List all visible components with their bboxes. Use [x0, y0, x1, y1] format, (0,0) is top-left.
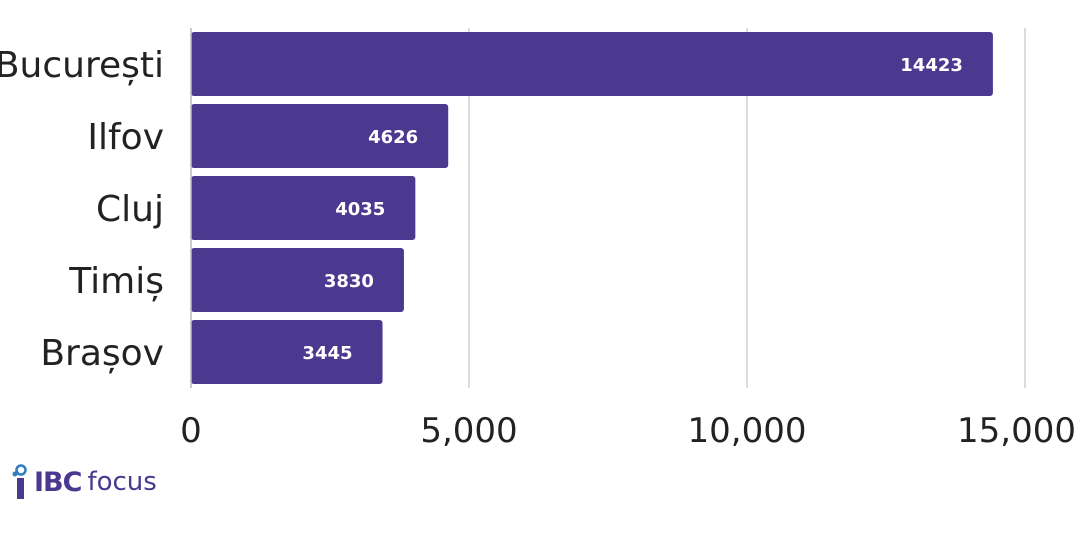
bar-1	[191, 104, 449, 168]
data-label-0: 14423	[900, 55, 963, 76]
bar-0	[191, 32, 993, 96]
data-label-3: 3830	[324, 271, 374, 292]
x-tick-label-1: 5,000	[420, 411, 517, 451]
bar-2	[191, 176, 416, 240]
category-label-1: Ilfov	[87, 117, 164, 158]
ibc-focus-logo: IBC focus	[8, 462, 157, 502]
x-tick-label-0: 0	[180, 411, 202, 451]
category-label-3: Timiș	[68, 261, 164, 302]
logo-brand-text: IBC	[34, 466, 82, 498]
ibc-focus-logo-icon	[12, 464, 27, 499]
x-tick-label-3: 15,000	[957, 411, 1076, 451]
category-label-4: Brașov	[40, 333, 164, 374]
data-label-1: 4626	[368, 127, 418, 148]
category-label-2: Cluj	[96, 189, 164, 230]
logo-product-text: focus	[87, 467, 157, 497]
x-tick-label-2: 10,000	[688, 411, 807, 451]
bar-4	[191, 320, 383, 384]
bar-3	[191, 248, 404, 312]
category-labels: București Ilfov Cluj Timiș Brașov	[0, 45, 164, 374]
x-tick-labels: 0 5,000 10,000 15,000	[180, 411, 1076, 451]
category-label-0: București	[0, 45, 164, 86]
bars: 14423 4626 4035 3830 3445	[191, 32, 993, 384]
data-label-2: 4035	[335, 199, 385, 220]
data-label-4: 3445	[302, 343, 352, 364]
